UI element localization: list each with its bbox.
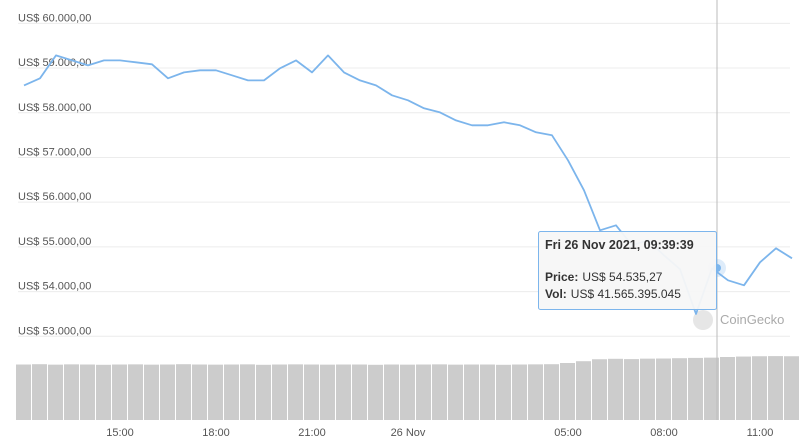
- volume-bar: [272, 364, 287, 420]
- volume-bar: [512, 364, 527, 420]
- volume-bar: [432, 364, 447, 420]
- tooltip-title: Fri 26 Nov 2021, 09:39:39: [545, 238, 694, 252]
- volume-bar: [752, 356, 767, 420]
- x-tick-label: 18:00: [202, 427, 230, 439]
- volume-bar: [672, 358, 687, 420]
- volume-bar: [400, 364, 415, 420]
- volume-bar: [112, 364, 127, 420]
- x-tick-label: 11:00: [747, 427, 774, 439]
- volume-bar: [32, 364, 47, 420]
- volume-bar: [688, 357, 703, 420]
- tooltip-vol: Vol: US$ 41.565.395.045: [545, 287, 681, 301]
- volume-bar: [608, 358, 623, 420]
- volume-bar: [384, 364, 399, 420]
- tooltip-vol-label: Vol:: [545, 287, 567, 301]
- volume-bar: [368, 364, 383, 420]
- volume-bar: [528, 364, 543, 420]
- volume-bar: [160, 364, 175, 420]
- volume-bar: [256, 364, 271, 420]
- volume-bar: [336, 364, 351, 420]
- volume-bar: [144, 364, 159, 420]
- x-tick-label: 15:00: [106, 427, 134, 439]
- tooltip-price-value: US$ 54.535,27: [582, 270, 662, 284]
- volume-bar: [192, 364, 207, 420]
- y-tick-label: US$ 57.000,00: [18, 146, 91, 158]
- volume-bar: [768, 356, 783, 420]
- tooltip-vol-value: US$ 41.565.395.045: [571, 287, 681, 301]
- volume-bar: [48, 364, 63, 420]
- volume-bar: [496, 364, 511, 420]
- y-tick-label: US$ 60.000,00: [18, 12, 91, 24]
- y-tick-label: US$ 55.000,00: [18, 236, 91, 248]
- watermark-logo: [693, 310, 713, 330]
- volume-bar: [16, 364, 31, 420]
- tooltip-box: [538, 231, 717, 310]
- watermark-text: CoinGecko: [720, 312, 784, 327]
- volume-bar: [736, 356, 751, 420]
- volume-bar: [576, 361, 591, 420]
- volume-bar: [352, 364, 367, 420]
- volume-bar: [176, 364, 191, 420]
- volume-bar: [128, 364, 143, 420]
- volume-bar: [480, 364, 495, 420]
- volume-bar: [64, 364, 79, 420]
- y-tick-label: US$ 58.000,00: [18, 102, 91, 114]
- volume-bar: [208, 364, 223, 420]
- tooltip-price-label: Price:: [545, 270, 578, 284]
- volume-bar: [304, 364, 319, 420]
- x-tick-label: 26 Nov: [391, 427, 426, 439]
- volume-bar: [464, 364, 479, 420]
- tooltip-price: Price: US$ 54.535,27: [545, 270, 663, 284]
- tooltip: Fri 26 Nov 2021, 09:39:39 Price: US$ 54.53…: [538, 231, 717, 310]
- volume-bar: [288, 364, 303, 420]
- volume-bar: [720, 357, 735, 420]
- volume-bar: [544, 364, 559, 420]
- y-tick-label: US$ 56.000,00: [18, 191, 91, 203]
- volume-bar: [624, 359, 639, 420]
- volume-bar: [224, 364, 239, 420]
- volume-bar: [656, 358, 671, 420]
- volume-bar: [592, 359, 607, 420]
- volume-bar: [560, 363, 575, 420]
- volume-bar: [784, 356, 799, 420]
- volume-bar: [80, 364, 95, 420]
- watermark: CoinGecko: [693, 310, 784, 330]
- y-tick-label: US$ 53.000,00: [18, 325, 91, 337]
- x-tick-label: 05:00: [554, 427, 582, 439]
- y-tick-label: US$ 54.000,00: [18, 281, 91, 293]
- volume-bar: [704, 357, 719, 420]
- volume-bar: [416, 364, 431, 420]
- volume-bar: [96, 364, 111, 420]
- volume-bar: [448, 364, 463, 420]
- x-tick-label: 21:00: [298, 427, 326, 439]
- volume-bar: [640, 358, 655, 420]
- volume-bar: [240, 364, 255, 420]
- x-tick-label: 08:00: [650, 427, 678, 439]
- volume-bar: [320, 364, 335, 420]
